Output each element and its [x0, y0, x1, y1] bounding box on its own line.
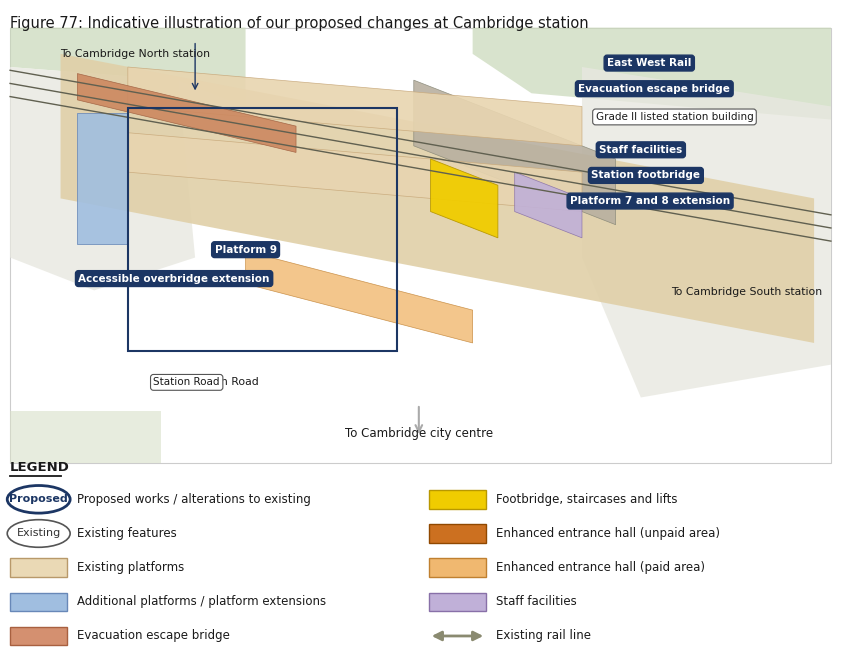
Text: Existing features: Existing features: [77, 527, 177, 540]
Text: Accessible overbridge extension: Accessible overbridge extension: [78, 273, 270, 284]
Text: LEGEND: LEGEND: [10, 461, 70, 474]
Text: To Cambridge South station: To Cambridge South station: [671, 286, 822, 297]
Polygon shape: [61, 54, 814, 343]
Ellipse shape: [8, 486, 70, 513]
Text: Evacuation escape bridge: Evacuation escape bridge: [77, 629, 230, 643]
FancyBboxPatch shape: [429, 593, 486, 611]
Text: Proposed: Proposed: [9, 494, 68, 505]
Polygon shape: [77, 113, 128, 244]
Polygon shape: [10, 411, 161, 463]
Text: Station Road: Station Road: [189, 377, 259, 388]
Text: Grade II listed station building: Grade II listed station building: [595, 112, 754, 122]
Polygon shape: [77, 74, 296, 152]
Text: Additional platforms / platform extensions: Additional platforms / platform extensio…: [77, 595, 326, 608]
FancyBboxPatch shape: [10, 627, 67, 645]
Text: Existing rail line: Existing rail line: [496, 629, 591, 643]
Polygon shape: [128, 133, 582, 212]
Polygon shape: [473, 28, 831, 120]
Text: Station Road: Station Road: [153, 377, 220, 388]
Polygon shape: [515, 172, 582, 238]
Text: Station footbridge: Station footbridge: [591, 170, 701, 181]
FancyBboxPatch shape: [10, 28, 831, 463]
Text: Existing platforms: Existing platforms: [77, 561, 185, 574]
Text: Evacuation escape bridge: Evacuation escape bridge: [579, 83, 730, 94]
Polygon shape: [246, 251, 473, 343]
Text: Platform 9: Platform 9: [214, 244, 277, 255]
FancyBboxPatch shape: [429, 490, 486, 509]
Text: Enhanced entrance hall (unpaid area): Enhanced entrance hall (unpaid area): [496, 527, 720, 540]
Text: Enhanced entrance hall (paid area): Enhanced entrance hall (paid area): [496, 561, 706, 574]
Text: Existing: Existing: [17, 528, 61, 539]
Text: Platform 7 and 8 extension: Platform 7 and 8 extension: [570, 196, 730, 206]
Ellipse shape: [8, 520, 70, 547]
Text: To Cambridge North station: To Cambridge North station: [61, 49, 210, 59]
FancyBboxPatch shape: [10, 593, 67, 611]
Polygon shape: [10, 67, 195, 290]
Text: Proposed works / alterations to existing: Proposed works / alterations to existing: [77, 493, 311, 506]
Polygon shape: [128, 67, 582, 146]
Polygon shape: [582, 67, 831, 397]
Polygon shape: [431, 159, 498, 238]
Text: Staff facilities: Staff facilities: [600, 145, 682, 155]
Polygon shape: [414, 80, 616, 225]
FancyBboxPatch shape: [429, 524, 486, 543]
Text: Figure 77: Indicative illustration of our proposed changes at Cambridge station: Figure 77: Indicative illustration of ou…: [10, 16, 589, 32]
FancyBboxPatch shape: [10, 558, 67, 577]
Text: To Cambridge city centre: To Cambridge city centre: [345, 427, 493, 440]
Polygon shape: [10, 28, 246, 106]
FancyBboxPatch shape: [429, 558, 486, 577]
Text: Staff facilities: Staff facilities: [496, 595, 577, 608]
Text: East West Rail: East West Rail: [607, 58, 691, 68]
Text: Footbridge, staircases and lifts: Footbridge, staircases and lifts: [496, 493, 678, 506]
